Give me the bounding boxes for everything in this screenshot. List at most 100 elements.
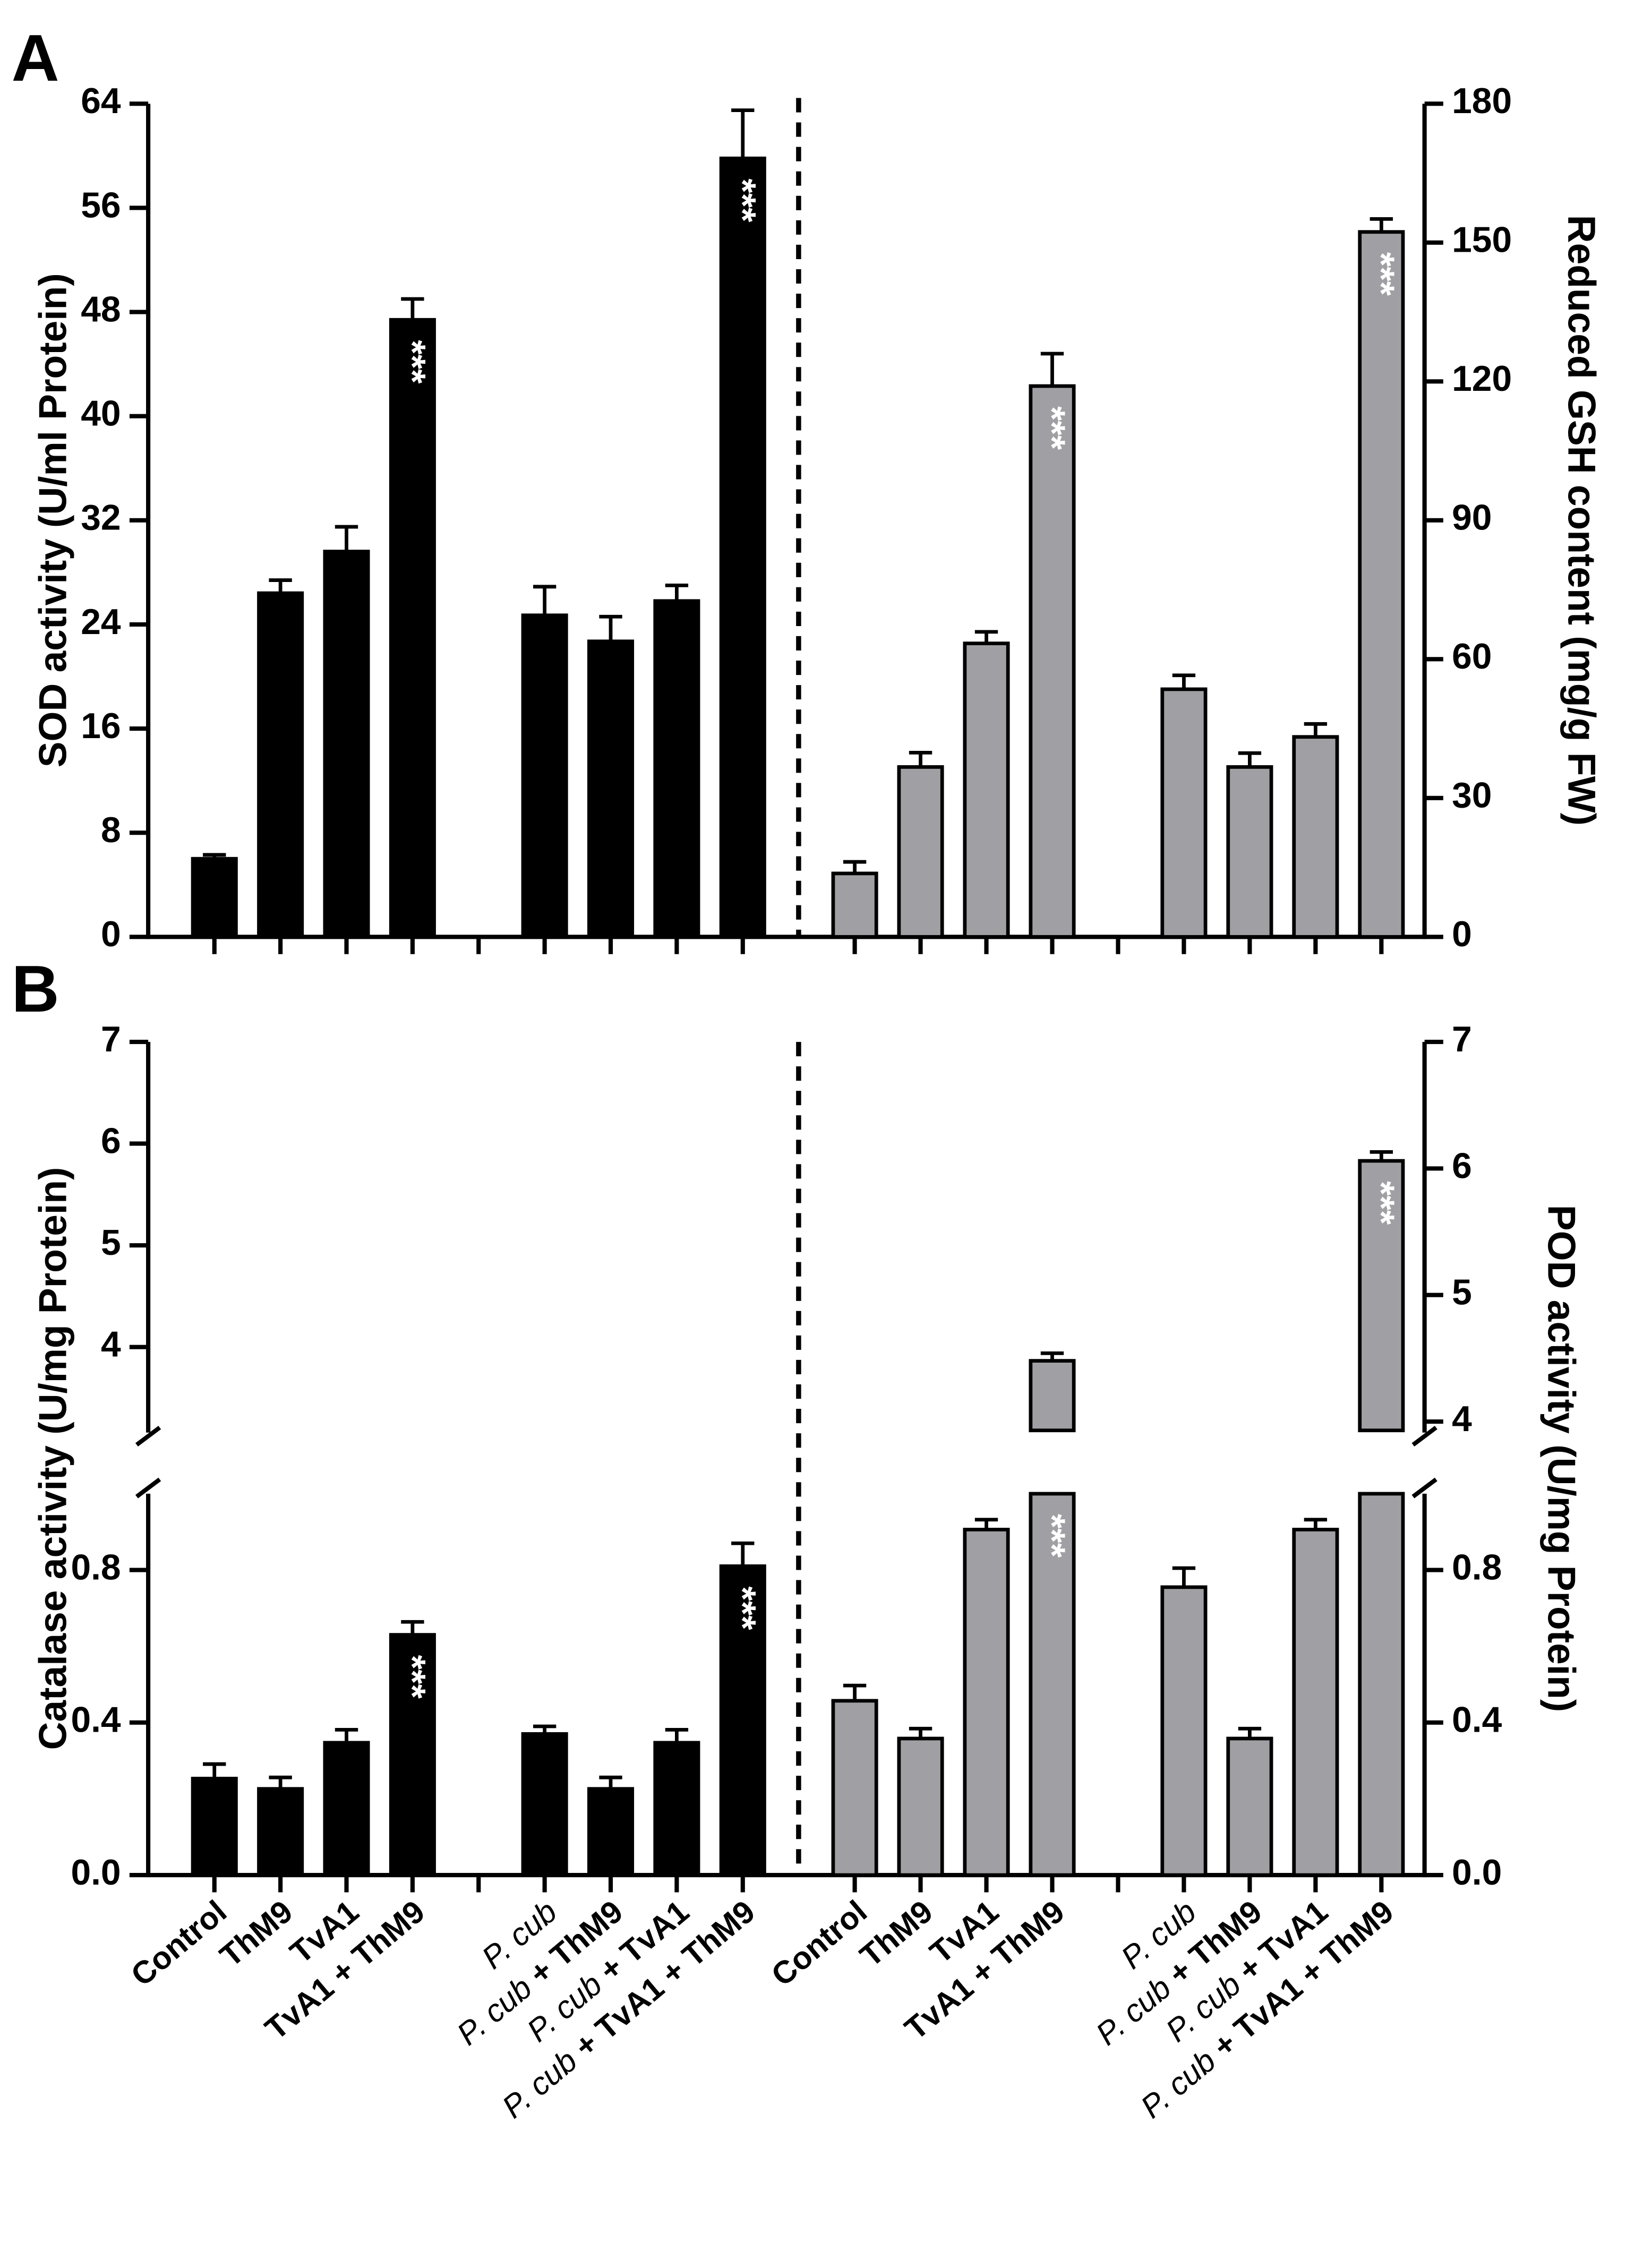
axis-break xyxy=(1411,1477,1437,1499)
bar-part xyxy=(897,1736,944,1877)
y-tick-label: 7 xyxy=(101,1020,121,1059)
error-bar xyxy=(974,1518,998,1530)
axis-break xyxy=(135,1477,161,1499)
significance: *** xyxy=(391,340,433,384)
y-tick-label: 0.0 xyxy=(1452,1853,1502,1893)
y-tick-label: 6 xyxy=(1452,1146,1472,1186)
bar-part xyxy=(831,871,878,939)
bar-part xyxy=(191,857,238,939)
bar xyxy=(1358,230,1405,939)
bar-part xyxy=(831,1699,878,1877)
significance: *** xyxy=(1031,406,1073,450)
bar xyxy=(831,1699,878,1877)
error-bar xyxy=(1172,673,1196,689)
bar-part xyxy=(323,550,370,939)
bar xyxy=(1358,1159,1405,1877)
bar xyxy=(323,550,370,939)
error-bar xyxy=(731,108,755,159)
bar-part xyxy=(1160,687,1208,939)
panel-label: A xyxy=(12,21,59,95)
error-bar xyxy=(974,630,998,644)
bar xyxy=(897,765,944,939)
y-tick-label: 0.8 xyxy=(71,1547,121,1587)
y-tick-label: 0 xyxy=(101,914,121,954)
y-tick-label: 0 xyxy=(1452,914,1472,954)
y-tick-label: 48 xyxy=(81,289,121,329)
error-bar xyxy=(401,297,424,320)
y-tick-label: 5 xyxy=(101,1223,121,1263)
bar-part xyxy=(521,613,568,939)
bar-part xyxy=(323,1741,370,1877)
bar xyxy=(191,857,238,939)
error-bar xyxy=(1304,722,1328,737)
bar-part xyxy=(1029,1359,1076,1433)
error-bar xyxy=(1238,751,1262,767)
bar-part xyxy=(1226,765,1273,939)
error-bar xyxy=(665,583,689,601)
bar-part xyxy=(257,1787,304,1877)
bar-part xyxy=(257,591,304,939)
error-bar xyxy=(1370,217,1393,232)
bar-part xyxy=(653,599,700,939)
y-tick-label: 6 xyxy=(101,1121,121,1161)
bar xyxy=(719,156,766,939)
x-tick-label: ThM9 xyxy=(213,1894,299,1974)
y-tick-label: 4 xyxy=(1452,1399,1472,1439)
error-bar xyxy=(269,578,292,594)
significance: *** xyxy=(1360,252,1402,296)
error-bar xyxy=(909,1726,932,1739)
significance: *** xyxy=(722,178,764,222)
bar-part xyxy=(191,1776,238,1877)
bar xyxy=(1029,1359,1076,1877)
bar-part xyxy=(1160,1585,1208,1877)
error-bar xyxy=(843,860,867,874)
y-tick-label: 120 xyxy=(1452,359,1512,399)
error-bar xyxy=(1040,352,1064,387)
bar-part xyxy=(1358,1492,1405,1877)
y-tick-label: 60 xyxy=(1452,637,1492,677)
bar-part xyxy=(1226,1736,1273,1877)
significance: *** xyxy=(391,1655,433,1699)
y-tick-label: 4 xyxy=(101,1325,121,1365)
bar xyxy=(257,1787,304,1877)
bar xyxy=(963,641,1010,939)
axis-break xyxy=(135,1426,161,1447)
y-tick-label: 24 xyxy=(81,602,121,642)
bar xyxy=(1029,384,1076,939)
y-tick-label: 0.0 xyxy=(71,1853,121,1893)
bar xyxy=(1160,1585,1208,1877)
bar-part xyxy=(653,1741,700,1877)
error-bar xyxy=(401,1620,424,1635)
error-bar xyxy=(843,1683,867,1701)
significance: *** xyxy=(1031,1514,1073,1558)
bar xyxy=(897,1736,944,1877)
error-bar xyxy=(203,853,226,859)
error-bar xyxy=(335,1728,358,1743)
y-tick-label: 40 xyxy=(81,394,121,434)
y-tick-label: 7 xyxy=(1452,1020,1472,1059)
y-tick-label: 0.4 xyxy=(71,1700,121,1740)
bar-part xyxy=(963,1528,1010,1877)
bar-part xyxy=(719,1564,766,1877)
error-bar xyxy=(533,1724,557,1734)
error-bar xyxy=(533,585,557,615)
bar xyxy=(323,1741,370,1877)
bar xyxy=(1226,765,1273,939)
y-tick-label: 5 xyxy=(1452,1273,1472,1313)
bar-part xyxy=(719,156,766,939)
y-axis-title: POD activity (U/mg Protein) xyxy=(1540,1205,1584,1712)
y-axis-title: Catalase activity (U/mg Protein) xyxy=(31,1167,75,1750)
bar-part xyxy=(1358,230,1405,939)
error-bar xyxy=(1304,1518,1328,1530)
y-tick-label: 0.8 xyxy=(1452,1547,1502,1587)
bar xyxy=(521,1732,568,1877)
error-bar xyxy=(1370,1150,1393,1161)
bar-part xyxy=(389,318,436,939)
y-tick-label: 64 xyxy=(81,81,121,121)
bar xyxy=(831,871,878,939)
error-bar xyxy=(269,1775,292,1789)
bar xyxy=(257,591,304,939)
bar xyxy=(653,1741,700,1877)
